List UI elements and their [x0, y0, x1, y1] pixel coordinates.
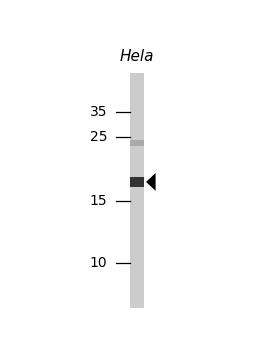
Bar — [130, 177, 144, 187]
Text: Hela: Hela — [120, 49, 154, 64]
Bar — [130, 140, 144, 146]
Text: 10: 10 — [90, 256, 108, 270]
Text: 35: 35 — [90, 105, 108, 119]
Polygon shape — [146, 173, 156, 191]
Text: 15: 15 — [90, 195, 108, 208]
Text: 25: 25 — [90, 130, 108, 144]
Bar — [130, 73, 144, 308]
